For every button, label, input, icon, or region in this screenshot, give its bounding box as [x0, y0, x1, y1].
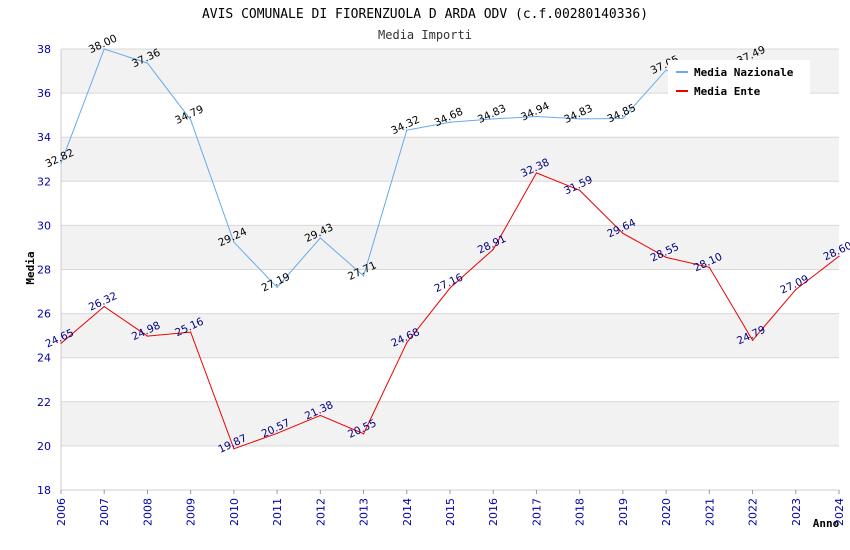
y-tick-label: 22 — [37, 396, 51, 409]
series-group — [60, 48, 840, 450]
x-tick-label: 2020 — [660, 498, 673, 526]
grid-band — [61, 401, 839, 446]
media-ente-point — [449, 287, 451, 289]
x-tick-label: 2009 — [185, 498, 198, 526]
x-tick-label: 2018 — [574, 498, 587, 526]
y-tick-label: 38 — [37, 43, 51, 56]
legend-box — [668, 60, 810, 98]
x-tick-label: 2013 — [358, 498, 371, 526]
x-axis-label: Anno — [813, 517, 840, 530]
media-nazionale-point — [276, 286, 278, 288]
y-tick-label: 20 — [37, 440, 51, 453]
media-ente-point — [276, 432, 278, 434]
x-tick-label: 2015 — [444, 498, 457, 526]
media-nazionale-point — [190, 119, 192, 121]
x-tick-label: 2011 — [271, 498, 284, 526]
media-nazionale-point — [622, 117, 624, 120]
x-tick-label: 2022 — [747, 498, 760, 526]
x-tick-label: 2007 — [98, 498, 111, 526]
x-tick-label: 2016 — [487, 498, 500, 526]
media-ente-point — [233, 448, 235, 450]
y-tick-label: 18 — [37, 484, 51, 497]
media-nazionale-point — [233, 241, 235, 243]
media-nazionale-point — [492, 118, 494, 120]
media-ente-point — [319, 414, 321, 417]
media-ente-point — [751, 339, 754, 341]
y-axis-label: Media — [24, 251, 37, 284]
media-ente-point — [190, 331, 192, 333]
legend: Media Nazionale Media Ente — [668, 60, 810, 98]
x-tick-label: 2010 — [228, 498, 241, 526]
legend-label: Media Ente — [694, 85, 761, 98]
media-nazionale-point — [362, 275, 365, 277]
x-tick-label: 2019 — [617, 498, 630, 526]
grid-band — [61, 225, 839, 270]
media-nazionale-point — [449, 121, 451, 123]
x-tick-label: 2021 — [703, 498, 716, 526]
y-tick-label: 34 — [37, 131, 51, 144]
legend-label: Media Nazionale — [694, 66, 794, 79]
media-ente-point — [795, 288, 797, 291]
media-nazionale-point — [146, 62, 149, 64]
x-axis: 2006 2007 2008 2009 2010 2011 2012 2013 2014 2015… — [55, 490, 846, 526]
chart-title: AVIS COMUNALE DI FIORENZUOLA D ARDA ODV … — [202, 7, 648, 22]
media-ente-point — [535, 172, 538, 174]
y-tick-label: 30 — [37, 219, 51, 232]
grid-band — [61, 137, 839, 182]
media-ente-point — [103, 305, 105, 308]
x-tick-label: 2008 — [141, 498, 154, 526]
x-tick-label: 2024 — [833, 498, 846, 526]
x-tick-label: 2006 — [55, 498, 68, 526]
media-ente-point — [492, 248, 494, 251]
media-nazionale-point — [665, 69, 667, 71]
media-ente-point — [579, 189, 581, 191]
media-ente-point — [362, 433, 365, 435]
media-nazionale-point — [535, 115, 538, 118]
y-tick-label: 32 — [37, 175, 51, 188]
media-ente-point — [622, 232, 624, 234]
media-ente-point — [665, 256, 667, 258]
x-tick-label: 2014 — [401, 498, 414, 526]
y-tick-label: 26 — [37, 308, 51, 321]
grid-band — [61, 313, 839, 358]
x-tick-label: 2023 — [790, 498, 803, 526]
media-nazionale-point — [60, 162, 62, 164]
media-ente-point — [406, 342, 408, 344]
media-nazionale-point — [103, 48, 105, 50]
media-ente-point — [146, 335, 149, 337]
media-ente-point — [838, 255, 840, 257]
media-ente-point — [708, 266, 710, 268]
media-nazionale-point — [406, 129, 408, 131]
x-tick-label: 2012 — [314, 498, 327, 526]
y-axis: 18 20 22 24 26 28 30 32 34 36 38 — [37, 43, 51, 497]
media-nazionale-point — [579, 118, 581, 120]
x-tick-label: 2017 — [530, 498, 543, 526]
media-nazionale-point — [319, 237, 321, 239]
y-tick-label: 24 — [37, 352, 51, 365]
chart-subtitle: Media Importi — [378, 28, 472, 42]
y-tick-label: 28 — [37, 264, 51, 277]
media-ente-point — [60, 342, 62, 344]
y-tick-label: 36 — [37, 87, 51, 100]
